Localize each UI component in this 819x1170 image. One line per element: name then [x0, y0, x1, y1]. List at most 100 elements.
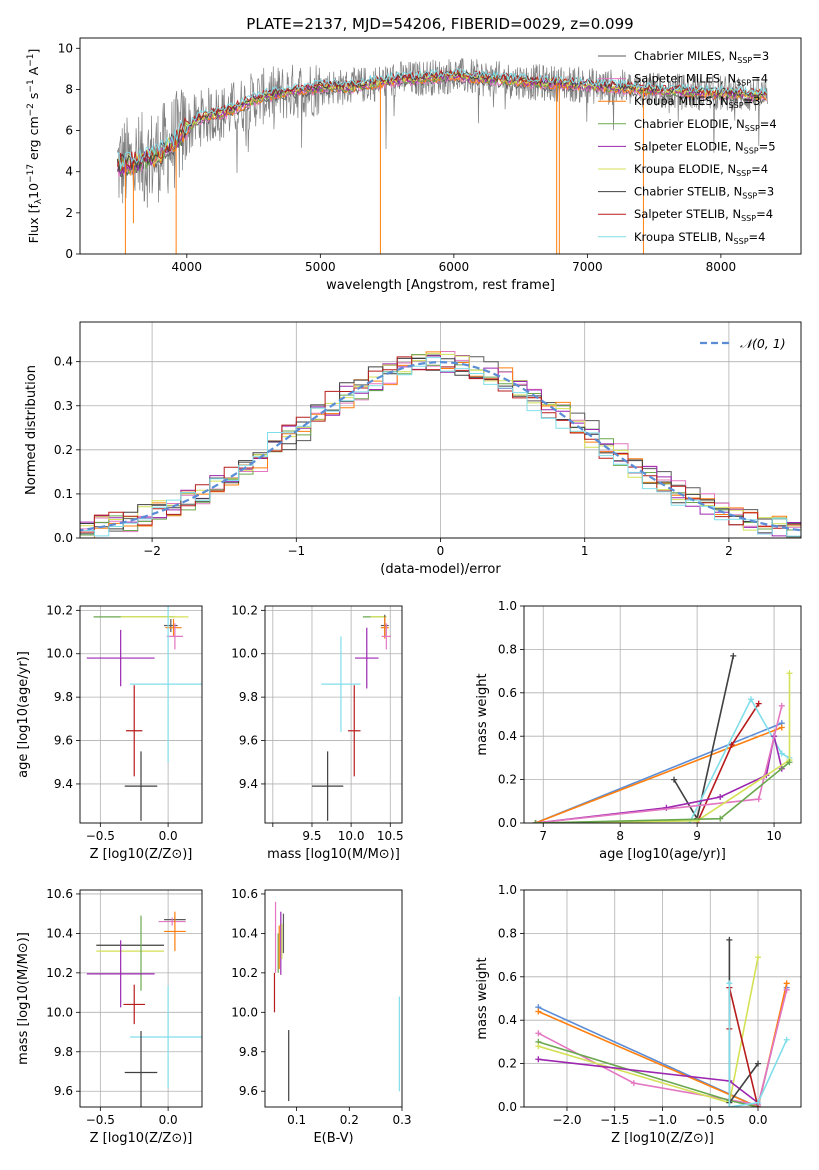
y-tick-label: 10.0	[231, 647, 258, 661]
weight-point	[671, 776, 678, 783]
weight-point	[778, 750, 785, 757]
y-tick-label: 4	[65, 165, 73, 179]
weight-point	[535, 1043, 542, 1050]
axes-frame	[264, 605, 403, 824]
y-tick-label: 10.6	[231, 887, 258, 901]
x-tick-label: 8	[616, 829, 624, 843]
y-tick-label: 9.8	[239, 690, 258, 704]
y-tick-label: 0.1	[54, 487, 73, 501]
weight-point	[755, 954, 762, 961]
axes-frame	[79, 889, 203, 1108]
weight-point	[535, 1008, 542, 1015]
weight-point	[783, 986, 790, 993]
x-axis-label: (data-model)/error	[380, 562, 501, 577]
errorbar-plot	[311, 614, 392, 821]
weight-line	[688, 697, 790, 823]
y-tick-label: 2	[65, 206, 73, 220]
y-tick-label: 10.2	[231, 603, 258, 617]
weight-plot	[535, 936, 790, 1107]
age_vs_Z-panel: −0.5 0.0 9.4 9.6 9.8 10.0 10.2 Z [log10(Z/Z⊙)] a…	[16, 603, 203, 862]
x-axis-label: Z [log10(Z/Z⊙)]	[611, 1131, 714, 1146]
y-tick-label: 0.2	[498, 773, 517, 787]
x-tick-label: −0.5	[86, 829, 115, 843]
legend-entry: Kroupa MILES, NSSP=3	[634, 94, 760, 110]
weight-point	[726, 936, 733, 943]
axes-frame	[79, 37, 802, 255]
y-tick-label: 9.8	[54, 690, 73, 704]
weight-point	[755, 796, 762, 803]
weight-point	[630, 1080, 637, 1087]
legend-entry: Chabrier STELIB, NSSP=3	[634, 185, 774, 201]
x-tick-label: 10	[766, 829, 781, 843]
x-tick-label: 9	[693, 829, 701, 843]
y-tick-label: 9.6	[54, 734, 73, 748]
legend-entry: Salpeter STELIB, NSSP=4	[634, 207, 773, 223]
x-tick-label: −1.0	[648, 1113, 677, 1127]
x-tick-label: −2	[143, 544, 161, 558]
weight-plot	[532, 652, 793, 823]
weight-line	[537, 983, 788, 1107]
y-axis-label: age [log10(age/yr)]	[16, 651, 31, 778]
y-tick-label: 1.0	[498, 883, 517, 897]
x-tick-label: 0	[437, 544, 445, 558]
age_vs_mass-panel: 9.5 10.0 10.5 9.4 9.6 9.8 10.0 10.2 mass [log10(…	[231, 603, 403, 862]
x-tick-label: 0.0	[159, 829, 178, 843]
y-axis-label: Flux [fλ10−17 erg cm−2 s−1 A−1]	[26, 49, 44, 244]
y-tick-label: 0.3	[54, 399, 73, 413]
y-tick-label: 1.0	[498, 599, 517, 613]
axes-frame	[523, 889, 802, 1108]
x-tick-label: −1.5	[600, 1113, 629, 1127]
x-tick-label: 5000	[305, 260, 336, 274]
x-tick-label: 6000	[439, 260, 470, 274]
x-tick-label: 2	[725, 544, 733, 558]
y-tick-label: 8	[65, 82, 73, 96]
y-tick-label: 0.6	[498, 686, 517, 700]
legend-entry: Chabrier ELODIE, NSSP=4	[634, 117, 777, 133]
legend-entry: Chabrier MILES, NSSP=3	[634, 49, 769, 65]
legend-entry: Salpeter ELODIE, NSSP=5	[634, 139, 776, 155]
y-axis-label: mass weight	[475, 673, 490, 755]
weight_vs_age-panel: 7 8 9 10 0.0 0.2 0.4 0.6 0.8 1.0 age [log10(age/yr…	[475, 599, 802, 862]
x-axis-label: Z [log10(Z/Z⊙)]	[90, 1131, 193, 1146]
x-axis-label: age [log10(age/yr)]	[599, 847, 726, 862]
x-tick-label: 10.0	[338, 829, 365, 843]
x-tick-label: 7000	[572, 260, 603, 274]
observed-spectrum	[117, 58, 768, 208]
y-tick-label: 10.2	[231, 966, 258, 980]
spectrum-plot	[116, 58, 768, 254]
weight-line	[535, 726, 783, 823]
y-tick-label: 10.0	[231, 1005, 258, 1019]
weight-point	[747, 696, 754, 703]
legend-entry: Salpeter MILES, NSSP=4	[634, 72, 768, 88]
y-tick-label: 10.0	[46, 647, 73, 661]
weight-point	[728, 741, 735, 748]
x-tick-label: −1	[287, 544, 305, 558]
model-spectrum-line	[117, 68, 767, 170]
y-tick-label: 9.6	[54, 1084, 73, 1098]
y-tick-label: 9.4	[54, 777, 73, 791]
gaussian-curve	[80, 360, 801, 532]
y-tick-label: 10.6	[46, 887, 73, 901]
weight-point	[786, 759, 793, 766]
x-axis-label: Z [log10(Z/Z⊙)]	[90, 847, 193, 862]
mass_vs_Z-panel: −0.5 0.0 9.6 9.8 10.0 10.2 10.4 10.6 Z [log10(Z/…	[16, 887, 203, 1146]
y-tick-label: 10.0	[46, 1005, 73, 1019]
figure-title: PLATE=2137, MJD=54206, FIBERID=0029, z=0…	[246, 15, 633, 33]
weight-line	[535, 736, 783, 823]
y-tick-label: 0.4	[498, 729, 517, 743]
y-tick-label: 9.6	[239, 1084, 258, 1098]
errorbar-plot	[86, 911, 202, 1107]
x-tick-label: 0.0	[159, 1113, 178, 1127]
weight_vs_Z-panel: −2.0 −1.5 −1.0 −0.5 0.0 0.0 0.2 0.4 0.6 0.8 1.0 Z […	[475, 883, 802, 1146]
weight-point	[535, 1030, 542, 1037]
y-tick-label: 0.8	[498, 926, 517, 940]
x-axis-label: mass [log10(M/M⊙)]	[267, 847, 400, 862]
y-tick-label: 0.4	[498, 1013, 517, 1027]
legend-entry: Kroupa STELIB, NSSP=4	[634, 230, 765, 246]
y-tick-label: 0.2	[54, 443, 73, 457]
x-tick-label: 0.2	[340, 1113, 359, 1127]
mass_vs_EBV-panel: 0.1 0.2 0.3 9.6 9.8 10.0 10.2 10.4 10.6 E(B-V)	[231, 887, 411, 1146]
x-tick-label: −0.5	[696, 1113, 725, 1127]
y-tick-label: 10	[58, 41, 73, 55]
x-tick-label: 4000	[172, 260, 203, 274]
